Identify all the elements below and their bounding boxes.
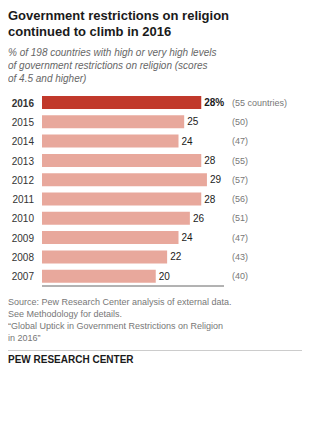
svg-text:28%: 28% xyxy=(204,97,224,108)
svg-text:25: 25 xyxy=(187,116,199,127)
svg-text:(40): (40) xyxy=(232,271,248,281)
svg-text:2011: 2011 xyxy=(12,194,34,205)
html-text:% of 198 countries with high o: % of 198 countries with high or very hig… xyxy=(8,47,217,84)
svg-text:(51): (51) xyxy=(232,213,248,223)
html-text:PEW RESEARCH CENTER: PEW RESEARCH CENTER xyxy=(8,354,134,365)
svg-text:2014: 2014 xyxy=(12,136,35,147)
svg-text:24: 24 xyxy=(182,232,194,243)
svg-text:2010: 2010 xyxy=(12,213,35,224)
html-text:Source: Pew Research Center an: Source: Pew Research Center analysis of … xyxy=(8,297,232,343)
svg-text:2009: 2009 xyxy=(12,233,35,244)
svg-text:2016: 2016 xyxy=(12,98,35,109)
svg-text:(50): (50) xyxy=(232,117,248,127)
svg-text:2007: 2007 xyxy=(12,271,35,282)
svg-text:(47): (47) xyxy=(232,136,248,146)
svg-text:2015: 2015 xyxy=(12,117,35,128)
svg-text:20: 20 xyxy=(159,271,171,282)
svg-text:2012: 2012 xyxy=(12,175,35,186)
svg-text:(47): (47) xyxy=(232,233,248,243)
svg-text:2008: 2008 xyxy=(12,252,35,263)
svg-text:(57): (57) xyxy=(232,175,248,185)
svg-text:(55): (55) xyxy=(232,156,248,166)
svg-text:(43): (43) xyxy=(232,252,248,262)
svg-text:(56): (56) xyxy=(232,194,248,204)
svg-text:28: 28 xyxy=(204,194,216,205)
svg-text:(55 countries): (55 countries) xyxy=(232,98,287,108)
svg-text:24: 24 xyxy=(182,136,194,147)
html-text:Government restrictions on rel: Government restrictions on religion cont… xyxy=(8,8,229,39)
svg-text:22: 22 xyxy=(170,251,182,262)
svg-text:29: 29 xyxy=(210,174,222,185)
svg-text:2013: 2013 xyxy=(12,156,35,167)
svg-text:28: 28 xyxy=(204,155,216,166)
svg-text:26: 26 xyxy=(193,213,205,224)
